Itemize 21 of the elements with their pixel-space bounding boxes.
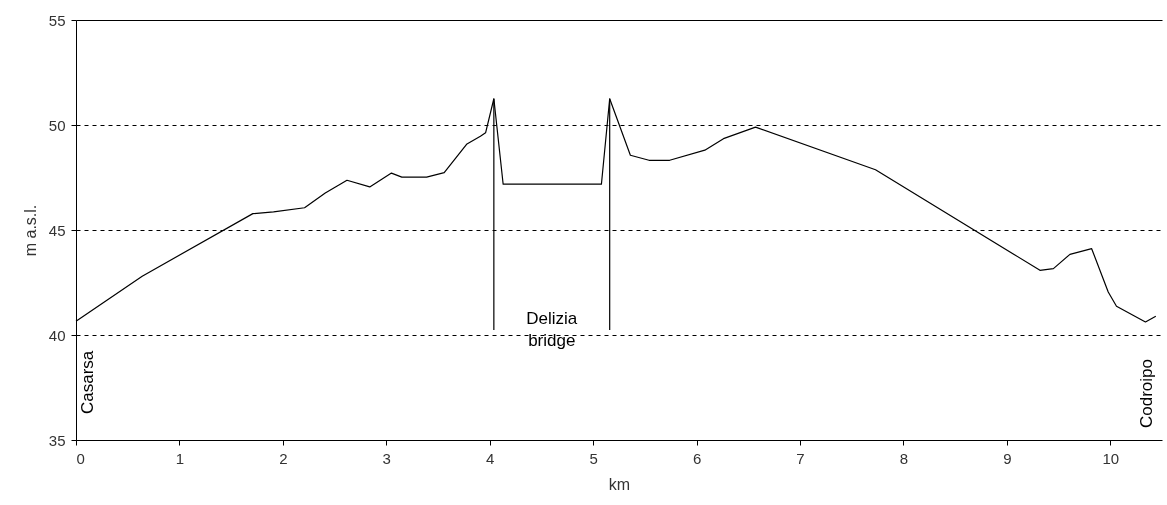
x-tick-label: 4 <box>486 449 495 467</box>
y-axis-title: m a.s.l. <box>21 204 39 257</box>
x-tick-label: 3 <box>382 449 391 467</box>
y-tick-label: 45 <box>48 221 66 239</box>
y-tick-label: 55 <box>48 11 66 29</box>
x-tick-label: 2 <box>279 449 288 467</box>
x-tick-label: 9 <box>1003 449 1012 467</box>
x-tick-label: 5 <box>589 449 598 467</box>
y-tick-label: 40 <box>48 326 66 344</box>
x-tick-label: 0 <box>76 449 85 467</box>
x-axis-title: km <box>608 475 631 493</box>
y-tick-label: 35 <box>48 431 66 449</box>
x-tick-label: 10 <box>1102 449 1120 467</box>
x-tick-label: 6 <box>692 449 702 467</box>
x-tick-label: 7 <box>796 449 805 467</box>
annotation: Codroipo <box>1136 359 1156 428</box>
annotation: Delizia bridge <box>526 308 578 350</box>
x-tick-label: 8 <box>899 449 909 467</box>
y-tick-label: 50 <box>48 116 66 134</box>
x-tick-label: 1 <box>175 449 185 467</box>
annotation: Casarsa <box>78 350 97 414</box>
